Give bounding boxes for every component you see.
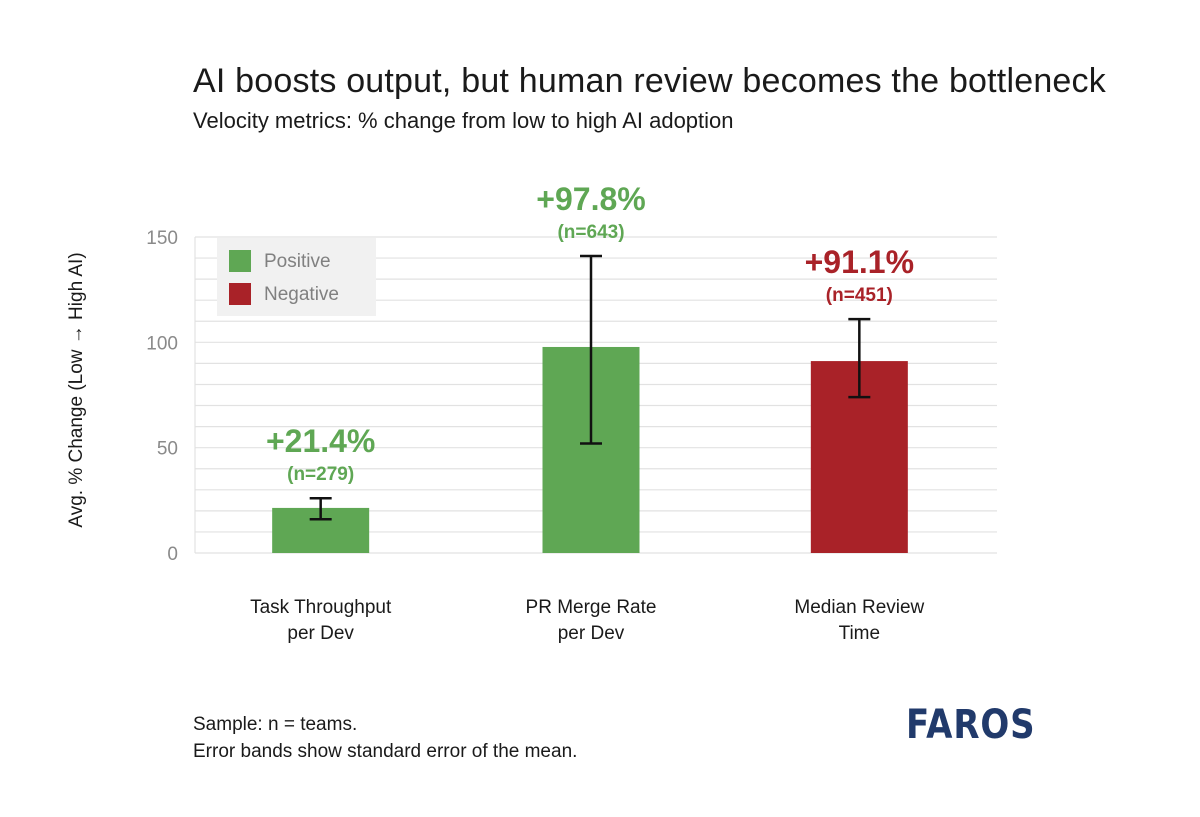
category-label: per Dev	[558, 623, 625, 644]
footnote-error-bands: Error bands show standard error of the m…	[193, 741, 578, 762]
faros-logo: FAROS	[906, 702, 1036, 748]
n-label-1: (n=279)	[287, 464, 354, 485]
bar-chart: 0 50 100 150 Avg. % Change (Low → High AI) +2…	[66, 181, 997, 644]
category-label: Task Throughput	[250, 597, 392, 618]
category-label: Median Review	[794, 597, 924, 618]
legend-label-positive: Positive	[264, 251, 331, 272]
value-label-1: +21.4%	[266, 423, 375, 459]
legend-swatch-positive	[229, 250, 251, 272]
category-label: PR Merge Rate	[526, 597, 657, 618]
y-tick-label: 50	[157, 439, 178, 460]
legend-label-negative: Negative	[264, 284, 339, 305]
category-label: per Dev	[287, 623, 354, 644]
value-label-3: +91.1%	[805, 244, 914, 280]
footnote-sample: Sample: n = teams.	[193, 714, 358, 735]
n-label-3: (n=451)	[826, 285, 893, 306]
footnote: Sample: n = teams. Error bands show stan…	[193, 711, 577, 765]
value-label-2: +97.8%	[536, 181, 645, 217]
n-label-2: (n=643)	[557, 222, 624, 243]
chart-subtitle: Velocity metrics: % change from low to h…	[193, 108, 734, 133]
y-axis-label: Avg. % Change (Low → High AI)	[66, 252, 87, 527]
y-tick-label: 150	[146, 228, 178, 249]
logo-accent-letter: A	[926, 702, 954, 748]
category-label: Time	[839, 623, 881, 644]
chart-title: AI boosts output, but human review becom…	[193, 62, 1106, 100]
y-tick-label: 0	[167, 544, 178, 565]
y-tick-label: 100	[146, 333, 178, 354]
legend-swatch-negative	[229, 283, 251, 305]
